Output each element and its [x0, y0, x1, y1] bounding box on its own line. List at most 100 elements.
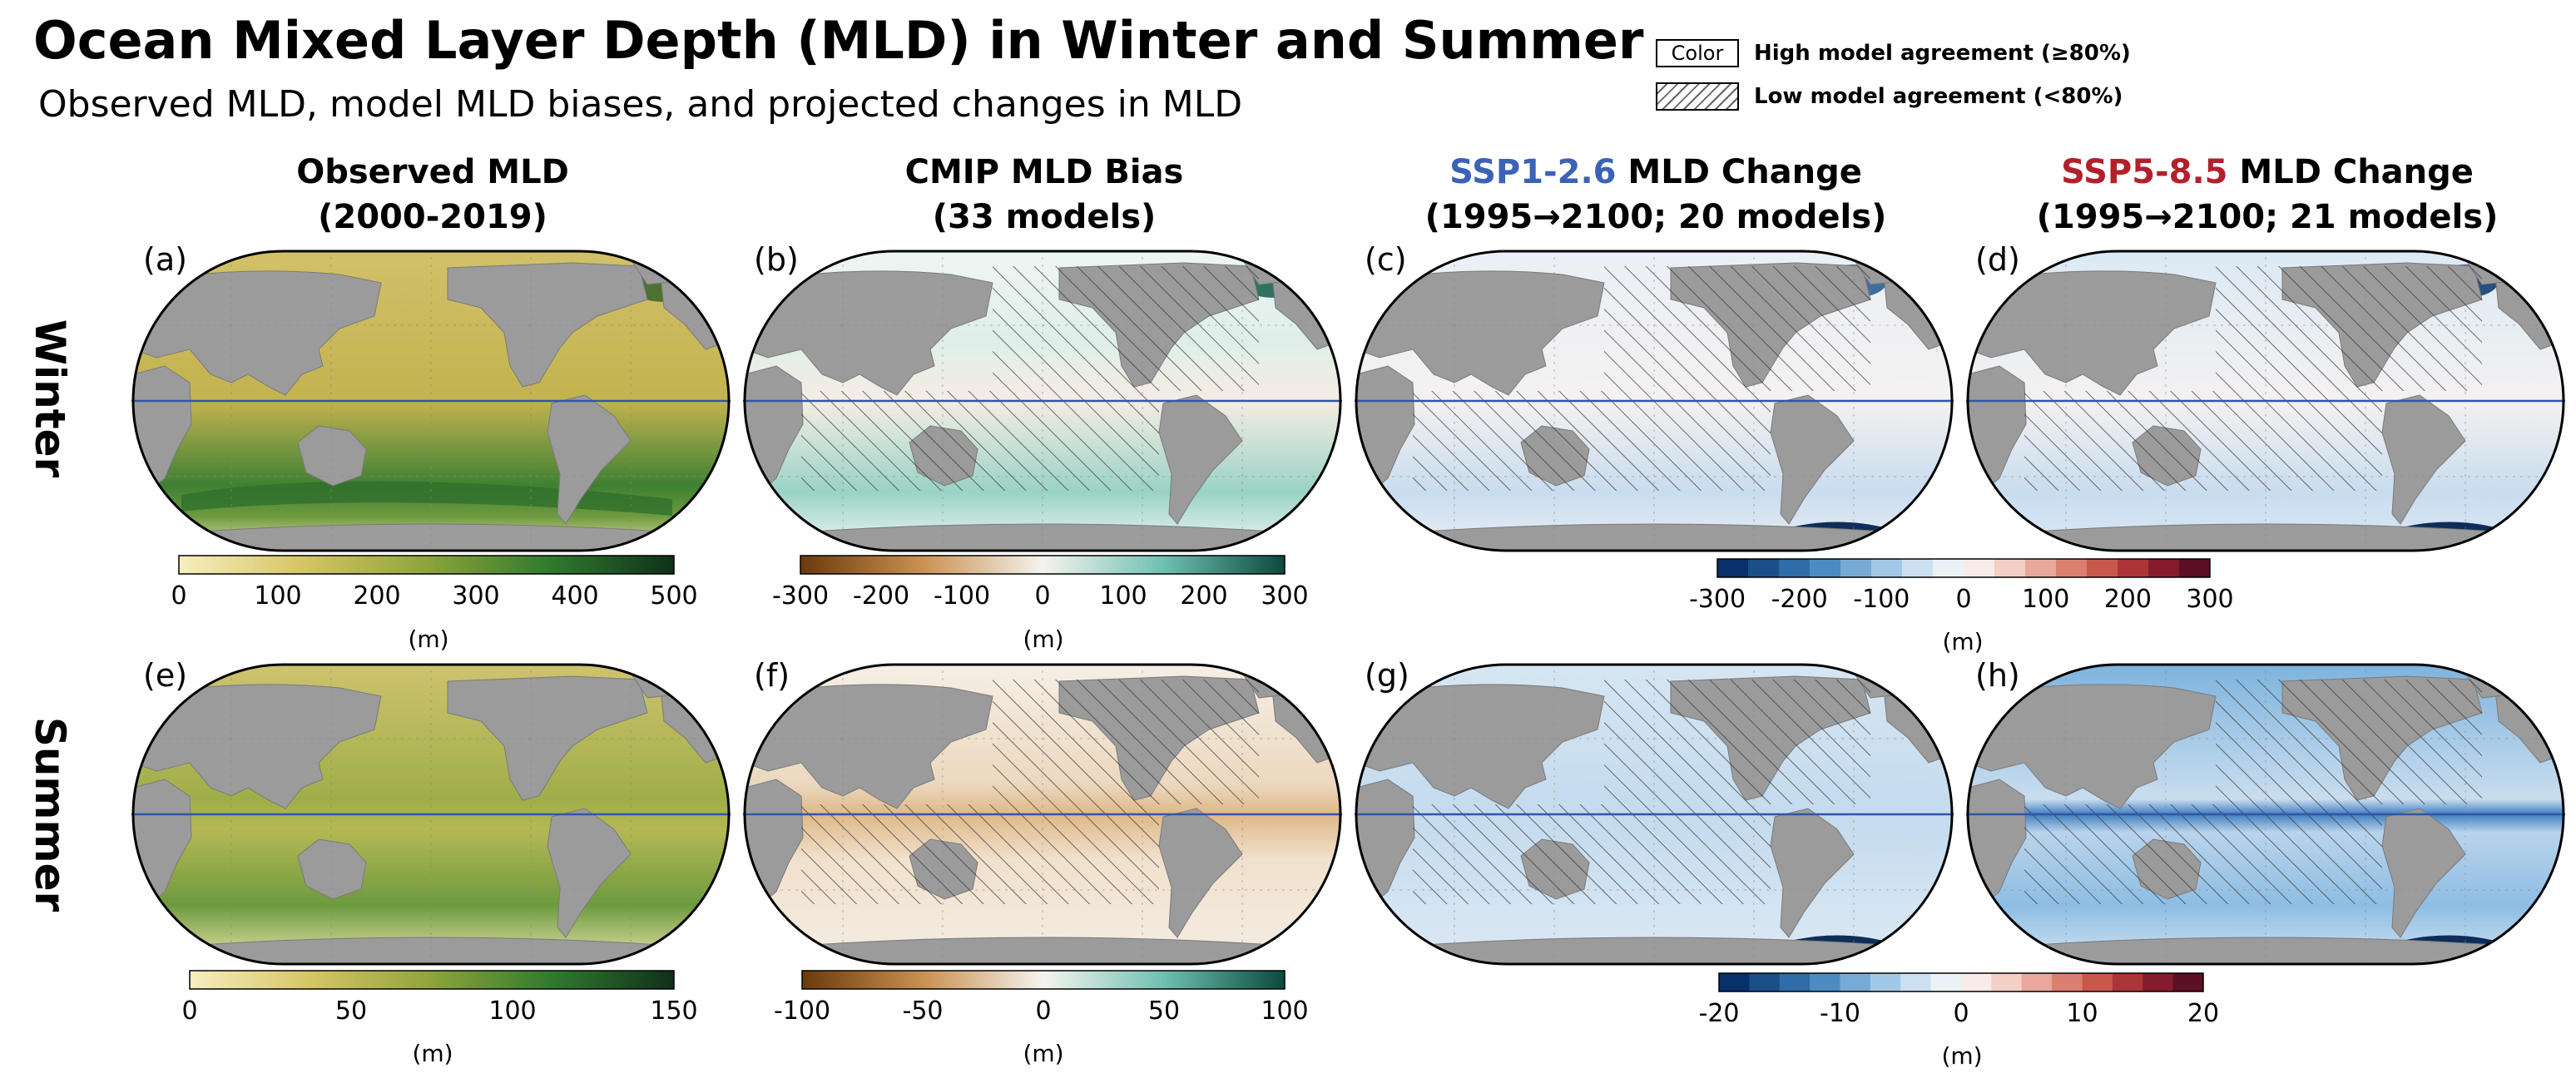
- colorbar-step: [2056, 559, 2088, 577]
- map-outline: [1355, 250, 1954, 552]
- colorbar-tick-label: 0: [1953, 999, 1969, 1028]
- land-south-america: [1770, 808, 1855, 938]
- colorbar-frame: [1717, 558, 2211, 578]
- unit-observed-summer: (m): [412, 1040, 453, 1067]
- low-agreement-hatching: [1604, 266, 1870, 391]
- colorbar-tick-label: 0: [181, 996, 197, 1026]
- map-svg: [1966, 663, 2565, 966]
- map-panel-b: [743, 250, 1342, 552]
- map-outline: [743, 663, 1342, 966]
- colorbar-change-summer: -20 -10 0 10 20: [1699, 972, 2219, 1031]
- legend-low-agreement: Low model agreement (<80%): [1656, 80, 2123, 113]
- colorbar-svg: -300 -200 -100 0 100 200 300: [772, 555, 1309, 611]
- map-panel-f: [743, 663, 1342, 966]
- colorbar-gradient: [802, 971, 1285, 989]
- colorbar-step: [2118, 559, 2149, 577]
- low-agreement-hatching: [801, 391, 1159, 491]
- low-agreement-hatching: [2024, 391, 2382, 491]
- legend-high-text: High model agreement (≥80%): [1754, 41, 2131, 66]
- colorbar-tick-label: 50: [335, 996, 367, 1026]
- colorbar-tick-label: -10: [1820, 999, 1860, 1028]
- unit-bias-summer: (m): [1023, 1040, 1064, 1067]
- panel-label-a: (a): [143, 241, 187, 278]
- colorbar-step: [1810, 559, 1841, 577]
- low-agreement-hatching: [1413, 804, 1771, 904]
- colorbar-svg: -300 -200 -100 0 100 200 300: [1689, 558, 2234, 614]
- colorbar-tick-label: -200: [853, 581, 909, 611]
- colorbar-step: [1871, 559, 1903, 577]
- unit-change-summer: (m): [1941, 1042, 1983, 1070]
- map-svg: [1355, 663, 1954, 966]
- unit-observed-winter: (m): [408, 626, 449, 653]
- colorbar-step: [1749, 973, 1781, 991]
- figure-subtitle: Observed MLD, model MLD biases, and proj…: [38, 83, 1243, 126]
- colorbar-step: [2172, 973, 2204, 991]
- colorbar-tick-label: 0: [1955, 585, 1971, 614]
- colorbar-tick-label: 500: [650, 581, 697, 611]
- panel-label-c: (c): [1365, 241, 1407, 278]
- colorbar-tick-label: -20: [1699, 999, 1740, 1028]
- unit-bias-winter: (m): [1023, 626, 1064, 653]
- colorbar-tick-label: 200: [1180, 581, 1227, 611]
- panel-label-g: (g): [1365, 657, 1409, 694]
- colorbar-svg: 0 100 200 300 400 500: [171, 555, 698, 611]
- map-outline: [1966, 250, 2565, 552]
- low-agreement-hatching: [2216, 266, 2482, 391]
- colorbar-step: [1902, 559, 1934, 577]
- panel-label-f: (f): [754, 657, 790, 694]
- colorbar-step: [1779, 973, 1811, 991]
- panel-label-b: (b): [754, 241, 799, 278]
- colorbar-tick-label: -200: [1771, 585, 1828, 614]
- column-header-observed: Observed MLD (2000-2019): [296, 153, 569, 236]
- land-south-america: [2381, 394, 2466, 525]
- colorbar-step: [2052, 973, 2083, 991]
- map-panel-h: [1966, 663, 2565, 966]
- row-label-winter: Winter: [26, 319, 74, 478]
- colorbar-tick-label: 0: [171, 581, 186, 611]
- colorbar-frame: [1718, 972, 2204, 992]
- figure-title: Ocean Mixed Layer Depth (MLD) in Winter …: [33, 10, 1644, 71]
- map-outline: [1355, 663, 1954, 966]
- low-agreement-hatching: [1413, 391, 1771, 491]
- colorbar-tick-label: -300: [772, 581, 829, 611]
- map-svg: [131, 250, 731, 552]
- map-svg: [743, 663, 1342, 966]
- colorbar-step: [2148, 559, 2180, 577]
- map-panel-c: [1355, 250, 1954, 552]
- land-south-america: [547, 394, 632, 525]
- colorbar-tick-label: 200: [353, 581, 400, 611]
- panel-label-d: (d): [1975, 241, 2020, 278]
- map-panel-g: [1355, 663, 1954, 966]
- land-south-america: [547, 808, 632, 938]
- colorbar-tick-label: 100: [2022, 585, 2069, 614]
- legend-high-agreement: Color High model agreement (≥80%): [1656, 37, 2131, 70]
- map-outline: [131, 663, 731, 966]
- land-south-america: [1770, 394, 1855, 525]
- colorbar-step: [1961, 973, 1992, 991]
- colorbar-tick-label: 100: [1099, 581, 1147, 611]
- row-label-summer: Summer: [26, 716, 74, 912]
- colorbar-frame: [189, 970, 675, 990]
- colorbar-tick-label: 100: [488, 996, 536, 1026]
- land-south-america: [1158, 808, 1243, 938]
- colorbar-tick-label: 100: [1261, 996, 1308, 1026]
- colorbar-step: [1930, 973, 1962, 991]
- colorbar-step: [2112, 973, 2143, 991]
- map-svg: [1355, 250, 1954, 552]
- colorbar-gradient: [190, 971, 674, 989]
- colorbar-tick-label: 200: [2104, 585, 2152, 614]
- colorbar-observed-summer: 0 50 100 150: [181, 970, 698, 1029]
- legend-low-text: Low model agreement (<80%): [1754, 84, 2123, 109]
- land-south-america: [2381, 808, 2466, 938]
- low-agreement-hatching: [801, 804, 1159, 904]
- colorbar-step: [1994, 559, 2026, 577]
- map-panel-a: [131, 250, 731, 552]
- colorbar-frame: [178, 555, 675, 575]
- map-outline: [743, 250, 1342, 552]
- colorbar-frame: [800, 555, 1286, 575]
- colorbar-step: [1840, 559, 1872, 577]
- legend-color-box: Color: [1656, 39, 1739, 67]
- colorbar-step: [1900, 973, 1932, 991]
- colorbar-tick-label: 20: [2187, 999, 2219, 1028]
- low-agreement-hatching: [2216, 680, 2482, 804]
